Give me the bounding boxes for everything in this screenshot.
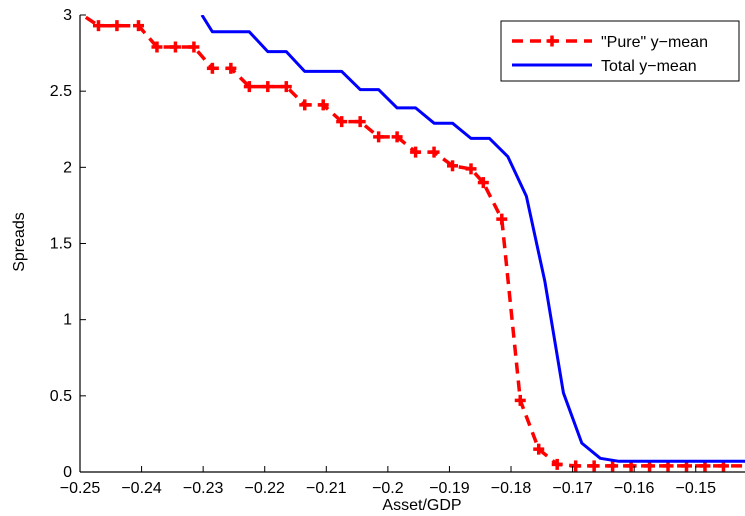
y-tick-label: 1.5 xyxy=(50,236,72,253)
series-line-1 xyxy=(200,15,745,463)
x-tick-label: −0.25 xyxy=(60,480,101,497)
data-point xyxy=(428,146,440,158)
x-tick-label: −0.17 xyxy=(552,480,593,497)
legend-label-pure: "Pure" y−mean xyxy=(601,34,708,51)
x-tick-label: −0.18 xyxy=(491,480,532,497)
data-point xyxy=(262,81,274,93)
y-tick-label: 0.5 xyxy=(50,388,72,405)
legend: "Pure" y−mean Total y−mean xyxy=(500,20,740,82)
legend-label-total: Total y−mean xyxy=(601,58,697,75)
data-point xyxy=(570,460,582,472)
data-point xyxy=(391,131,403,143)
legend-marker xyxy=(546,35,558,47)
data-point xyxy=(336,116,348,128)
y-tick-label: 0 xyxy=(63,464,72,481)
legend-box xyxy=(500,20,740,82)
x-tick-label: −0.23 xyxy=(183,480,224,497)
y-tick-label: 1 xyxy=(63,312,72,329)
data-point xyxy=(132,20,144,32)
data-point xyxy=(280,81,292,93)
data-point xyxy=(447,160,459,172)
data-point xyxy=(588,460,600,472)
y-tick-label: 2.5 xyxy=(50,83,72,100)
data-point xyxy=(92,20,104,32)
data-point xyxy=(551,458,563,470)
data-point xyxy=(410,146,422,158)
data-point xyxy=(111,20,123,32)
data-point xyxy=(317,99,329,111)
data-point xyxy=(151,41,163,53)
x-tick-label: −0.15 xyxy=(675,480,716,497)
x-tick-label: −0.2 xyxy=(372,480,404,497)
data-point xyxy=(206,62,218,74)
y-tick-label: 3 xyxy=(63,7,72,24)
y-axis-label: Spreads xyxy=(11,212,28,272)
x-axis-label: Asset/GDP xyxy=(382,497,461,514)
x-tick-label: −0.16 xyxy=(614,480,655,497)
data-point xyxy=(514,394,526,406)
legend-pure-sample xyxy=(512,35,592,47)
x-tick-label: −0.24 xyxy=(121,480,162,497)
data-point xyxy=(496,213,508,225)
x-tick-label: −0.21 xyxy=(306,480,347,497)
data-point xyxy=(477,177,489,189)
data-point xyxy=(299,99,311,111)
data-point xyxy=(607,460,619,472)
data-point xyxy=(225,62,237,74)
y-tick-label: 2 xyxy=(63,159,72,176)
data-point xyxy=(354,116,366,128)
data-point xyxy=(188,41,200,53)
x-tick-label: −0.19 xyxy=(429,480,470,497)
data-point xyxy=(243,81,255,93)
data-point xyxy=(465,163,477,175)
x-tick-label: −0.22 xyxy=(244,480,285,497)
data-point xyxy=(533,443,545,455)
data-point xyxy=(169,41,181,53)
data-point xyxy=(373,131,385,143)
